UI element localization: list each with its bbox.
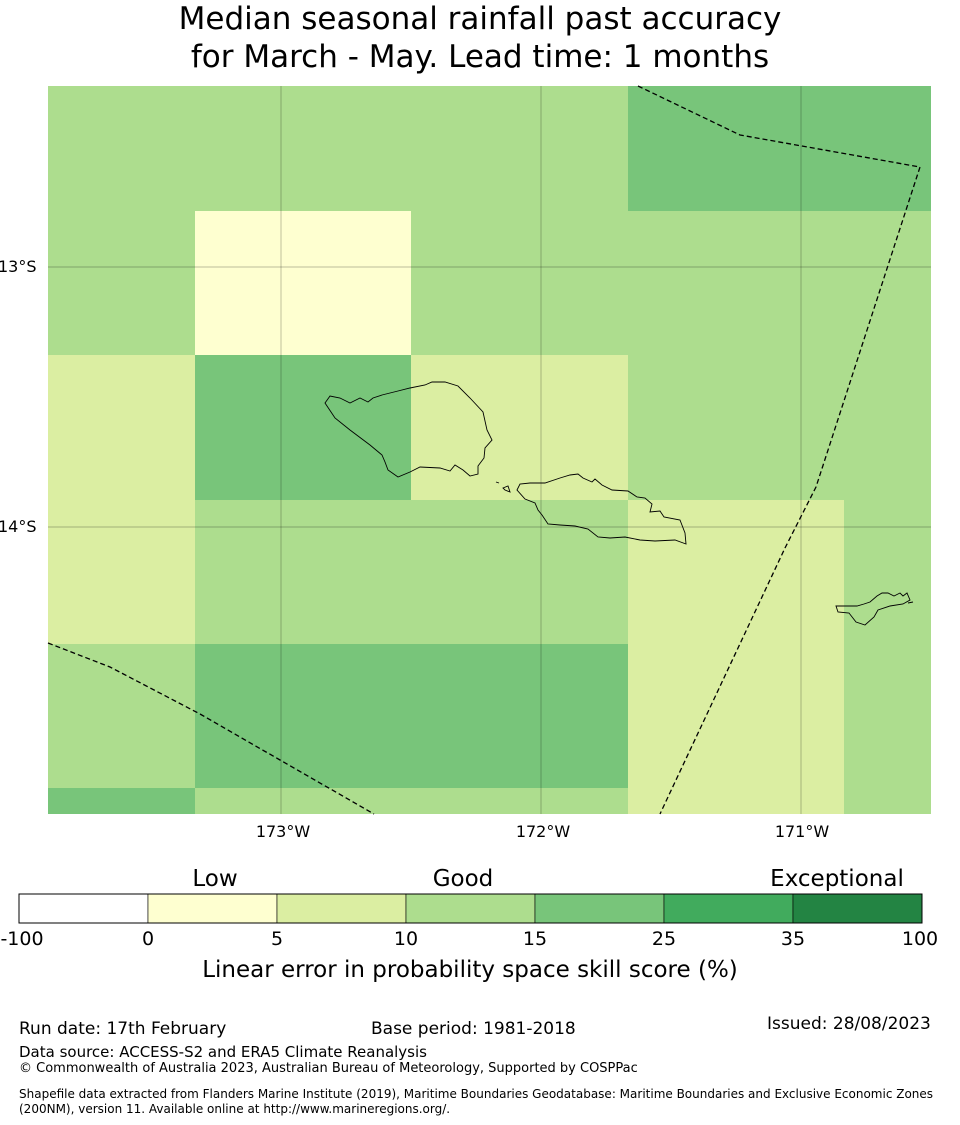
grid-cell [195,355,411,500]
grid-cell [844,644,931,788]
grid-cell [195,644,628,788]
grid-cell [48,644,195,788]
lon-label-171w: 171°W [774,822,830,841]
grid-cell [48,788,195,814]
copyright: © Commonwealth of Australia 2023, Austra… [19,1061,638,1076]
grid-cell [195,211,411,355]
lat-label-13s: 13°S [0,257,37,276]
island-aunuu [907,601,914,604]
title-line-2: for March - May. Lead time: 1 months [190,39,770,75]
legend-category-good: Good [432,866,494,892]
lat-label-14s: 14°S [0,517,37,536]
shapefile-credit: Shapefile data extracted from Flanders M… [19,1087,934,1116]
island-savaii [324,381,493,478]
colorbar-segment [663,893,794,924]
legend-category-exceptional: Exceptional [770,866,904,892]
grid-cell [844,788,931,814]
island-tutuila [835,592,911,626]
graticule [48,86,931,814]
coastlines [324,381,914,626]
colorbar-tick-label: 0 [141,928,155,950]
eez-boundary-east [637,85,921,815]
run-date: Run date: 17th February [19,1019,227,1039]
lon-label-172w: 172°W [515,822,571,841]
island-upolu [516,473,687,545]
legend-category-low: Low [192,866,238,892]
colorbar-tick-label: 10 [393,928,419,950]
colorbar-border [18,893,923,924]
eez-boundaries [47,85,921,815]
colorbar-tick-label: 100 [901,928,939,950]
grid-cell [628,788,844,814]
colorbar-tick-label: 35 [780,928,806,950]
colorbar-segment [147,893,278,924]
grid-cell [628,86,931,211]
grid-cell [628,644,844,788]
grid-cell [411,211,931,355]
colorbar-tick-label: -100 [0,928,44,950]
title-line-1: Median seasonal rainfall past accuracy [178,1,782,37]
grid-cell [628,355,931,500]
lon-label-173w: 173°W [255,822,311,841]
colorbar [18,893,923,924]
base-period: Base period: 1981-2018 [371,1019,576,1039]
grid-cell [48,86,628,211]
grid-cell [195,500,628,644]
colorbar-tick-label: 15 [522,928,548,950]
colorbar-segment [792,893,923,924]
grid-cell [628,500,844,644]
issued-date: Issued: 28/08/2023 [767,1014,931,1034]
eez-boundary-south [47,642,375,815]
grid-cell [48,355,195,500]
grid-cell [411,355,628,500]
grid-cell [195,788,628,814]
colorbar-segment [534,893,665,924]
map-title: Median seasonal rainfall past accuracy f… [0,0,960,76]
colorbar-segment [405,893,536,924]
colorbar-title: Linear error in probability space skill … [202,957,738,983]
grid-cell [844,500,931,644]
grid-cell [48,211,195,355]
island-manono [502,485,511,493]
island-apolima [495,481,500,484]
colorbar-segment [276,893,407,924]
colorbar-segment [18,893,149,924]
data-source: Data source: ACCESS-S2 and ERA5 Climate … [19,1043,427,1061]
skill-grid [48,86,931,814]
colorbar-tick-label: 25 [651,928,677,950]
colorbar-tick-label: 5 [270,928,284,950]
grid-cell [48,500,195,644]
